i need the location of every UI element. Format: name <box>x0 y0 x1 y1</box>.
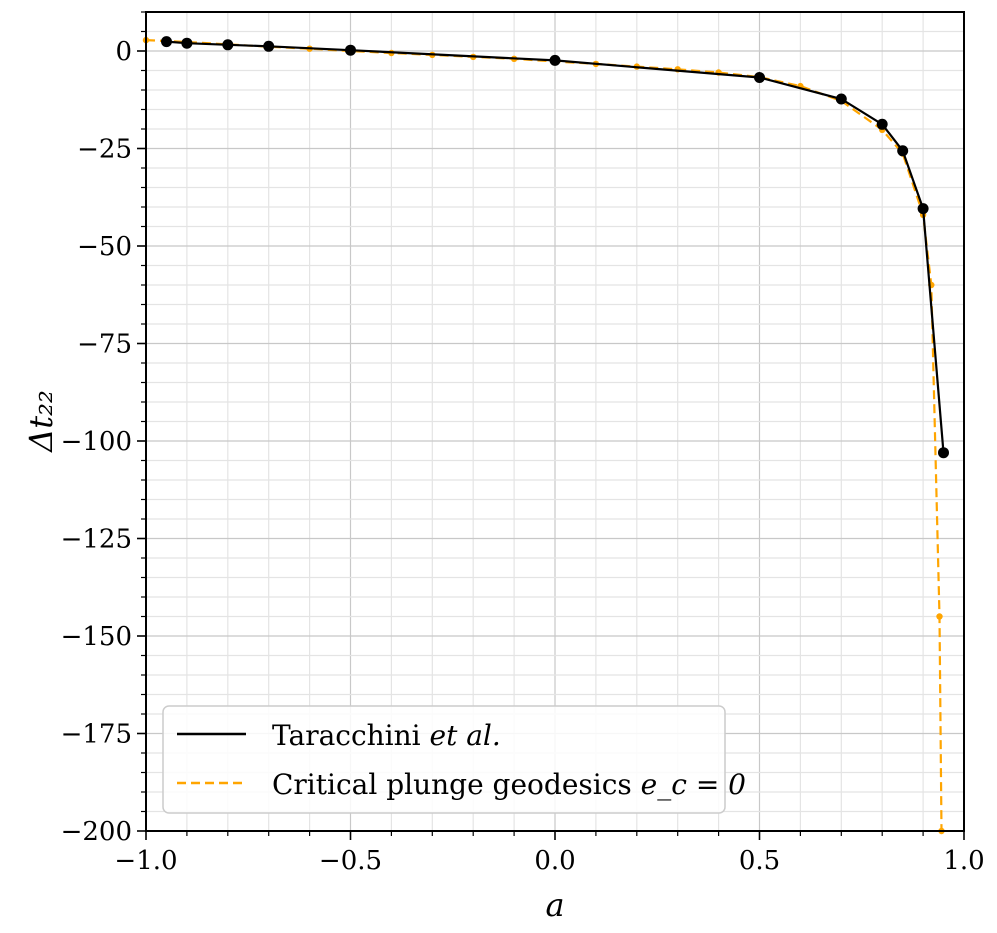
legend-label-taracchini: Taracchini et al. <box>272 719 501 752</box>
x-tick-label: 0.5 <box>739 846 780 876</box>
x-tick-label: 1.0 <box>943 846 984 876</box>
series-point-0 <box>754 72 765 83</box>
series-point-0 <box>917 203 929 215</box>
legend-label-taracchini-italic: et al. <box>430 719 501 752</box>
series-line-0 <box>166 40 945 453</box>
x-tick-label: −0.5 <box>319 846 382 876</box>
y-tick-label: −50 <box>77 232 132 262</box>
y-tick-label: −125 <box>61 525 132 555</box>
series-point-0 <box>161 36 172 48</box>
series-point-0 <box>938 447 949 459</box>
y-tick-label: −75 <box>77 330 132 360</box>
ticks: −1.0 −0.5 0.0 0.5 1.0 0 −25 −50 −75 −100 −125 −150 −… <box>61 11 985 876</box>
y-tick-label: −25 <box>77 135 132 165</box>
x-axis-label: a <box>545 886 564 924</box>
legend-label-geodesics-prefix: Critical plunge geodesics <box>272 768 641 801</box>
series-point-1 <box>936 613 943 620</box>
y-axis-label: Δt₂₂ <box>22 390 60 454</box>
series-point-0 <box>181 37 193 49</box>
legend: Taracchini et al. Critical plunge geodes… <box>162 705 746 814</box>
series-layer <box>142 36 949 835</box>
legend-label-geodesics: Critical plunge geodesics e_c = 0 <box>272 768 746 801</box>
y-tick-label: 0 <box>115 37 132 67</box>
legend-label-geodesics-italic: e_c = 0 <box>641 768 746 801</box>
series-point-0 <box>876 118 888 130</box>
y-tick-label: −175 <box>61 720 132 750</box>
x-tick-label: −1.0 <box>114 846 177 876</box>
y-tick-label: −200 <box>61 817 132 847</box>
y-tick-label: −100 <box>61 427 132 457</box>
legend-frame <box>162 705 726 814</box>
series-point-0 <box>263 40 275 52</box>
series-0 <box>161 36 949 459</box>
series-point-0 <box>897 145 909 157</box>
series-point-0 <box>549 54 561 66</box>
series-point-0 <box>835 93 847 105</box>
legend-label-taracchini-prefix: Taracchini <box>272 719 430 752</box>
y-tick-label: −150 <box>61 622 132 652</box>
series-point-0 <box>222 39 234 51</box>
x-tick-label: 0.0 <box>534 846 575 876</box>
series-point-0 <box>345 44 356 56</box>
